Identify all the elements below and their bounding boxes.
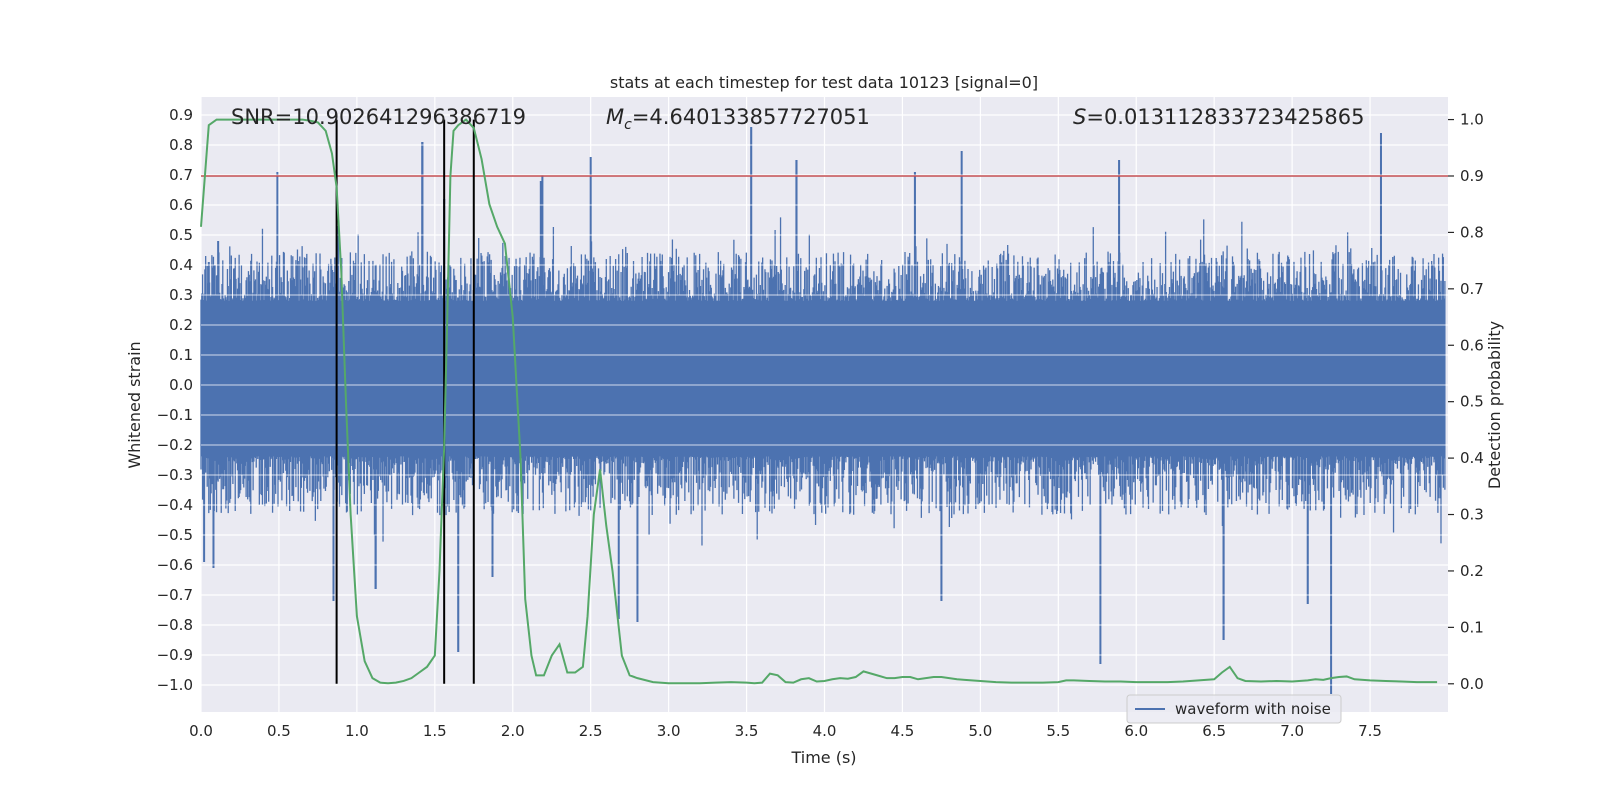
x-axis-label: Time (s) <box>790 748 856 767</box>
right-tick-label: 0.6 <box>1460 336 1484 354</box>
right-tick-label: 0.0 <box>1460 675 1484 693</box>
x-tick-label: 1.0 <box>345 722 369 740</box>
probability-line <box>200 118 1438 685</box>
left-tick-label: 0.5 <box>169 226 193 244</box>
x-tick-label: 5.0 <box>968 722 992 740</box>
left-tick-label: 0.9 <box>169 106 193 124</box>
x-tick-label: 2.0 <box>501 722 525 740</box>
left-tick-label: −0.7 <box>157 586 193 604</box>
right-tick-label: 0.9 <box>1460 167 1484 185</box>
chirp-mass-value: =4.640133857727051 <box>632 105 870 129</box>
left-tick-label: −1.0 <box>157 676 193 694</box>
left-tick-label: −0.6 <box>157 556 193 574</box>
x-axis-ticks: 0.0 0.5 1.0 1.5 2.0 2.5 3.0 3.5 4.0 4.5 5.0 5.5 6.0 6… <box>189 722 1382 740</box>
chart-title: stats at each timestep for test data 101… <box>610 73 1038 92</box>
right-tick-label: 0.1 <box>1460 618 1484 636</box>
left-tick-label: 0.1 <box>169 346 193 364</box>
right-axis-ticks: 1.0 0.9 0.8 0.7 0.6 0.5 0.4 0.3 0.2 0.1 0.0 <box>1448 111 1484 693</box>
x-tick-label: 5.5 <box>1046 722 1070 740</box>
legend-box <box>1126 694 1342 724</box>
left-tick-label: −0.5 <box>157 526 193 544</box>
right-tick-label: 0.2 <box>1460 562 1484 580</box>
x-tick-label: 0.5 <box>267 722 291 740</box>
s-symbol: S <box>1073 105 1086 129</box>
left-tick-label: 0.6 <box>169 196 193 214</box>
x-tick-label: 3.5 <box>735 722 759 740</box>
right-tick-label: 0.5 <box>1460 393 1484 411</box>
waveform-series <box>200 114 1448 694</box>
x-tick-label: 4.0 <box>813 722 837 740</box>
left-tick-label: 0.8 <box>169 136 193 154</box>
right-tick-label: 0.7 <box>1460 280 1484 298</box>
legend: waveform with noise <box>1126 694 1342 724</box>
x-tick-label: 7.5 <box>1358 722 1382 740</box>
right-tick-label: 0.4 <box>1460 449 1484 467</box>
x-tick-label: 6.5 <box>1202 722 1226 740</box>
left-tick-label: 0.7 <box>169 166 193 184</box>
left-tick-label: 0.4 <box>169 256 193 274</box>
vertical-marker-lines <box>335 119 475 684</box>
left-tick-label: −0.3 <box>157 466 193 484</box>
left-tick-label: 0.2 <box>169 316 193 334</box>
x-tick-label: 2.5 <box>579 722 603 740</box>
chirp-mass-subscript: c <box>624 117 632 133</box>
left-tick-label: −0.4 <box>157 496 193 514</box>
left-tick-label: 0.3 <box>169 286 193 304</box>
left-tick-label: −0.1 <box>157 406 193 424</box>
x-tick-label: 6.0 <box>1124 722 1148 740</box>
x-tick-label: 1.5 <box>423 722 447 740</box>
left-axis-label: Whitened strain <box>125 341 144 468</box>
x-tick-label: 4.5 <box>891 722 915 740</box>
left-tick-label: −0.9 <box>157 646 193 664</box>
s-annotation: S=0.013112833723425865 <box>1073 105 1364 129</box>
chirp-mass-annotation: Mc=4.640133857727051 <box>606 105 870 133</box>
left-axis-ticks: 0.9 0.8 0.7 0.6 0.5 0.4 0.3 0.2 0.1 0.0 −0.1 −0.2 −0… <box>157 106 193 694</box>
x-tick-label: 0.0 <box>189 722 213 740</box>
right-axis-label: Detection probability <box>1485 321 1504 489</box>
left-tick-label: −0.8 <box>157 616 193 634</box>
left-tick-label: 0.0 <box>169 376 193 394</box>
chirp-mass-symbol: M <box>606 105 624 129</box>
x-tick-label: 7.0 <box>1280 722 1304 740</box>
legend-label: waveform with noise <box>1175 700 1331 718</box>
right-tick-label: 1.0 <box>1460 111 1484 129</box>
right-tick-label: 0.8 <box>1460 223 1484 241</box>
waveform-core <box>201 352 1445 403</box>
right-tick-label: 0.3 <box>1460 506 1484 524</box>
snr-annotation: SNR=10.902641296386719 <box>231 105 526 129</box>
s-value: =0.013112833723425865 <box>1086 105 1364 129</box>
left-tick-label: −0.2 <box>157 436 193 454</box>
x-tick-label: 3.0 <box>657 722 681 740</box>
